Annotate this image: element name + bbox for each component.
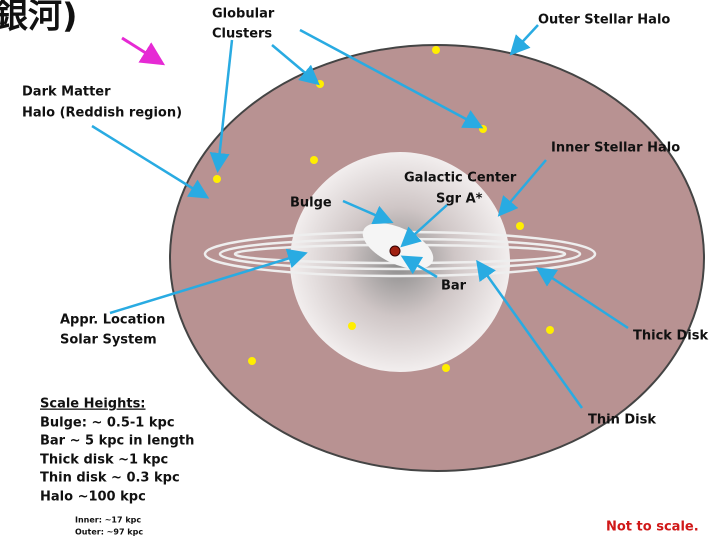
label: Outer Stellar Halo [538, 13, 670, 28]
label: Thin Disk [588, 413, 656, 428]
label: Bulge [290, 196, 332, 211]
label: Galactic Center [404, 171, 517, 186]
scale-sub: Outer: ~97 kpc [75, 528, 143, 537]
label: Inner Stellar Halo [551, 141, 680, 156]
pointer-arrow [121, 36, 166, 66]
scale-heading: Scale Heights: [40, 397, 146, 412]
scale-line: Halo ~100 kpc [40, 490, 146, 505]
label: Solar System [60, 333, 157, 348]
scale-line: Bar ~ 5 kpc in length [40, 434, 194, 449]
label: Bar [441, 279, 467, 294]
label: Clusters [212, 27, 272, 42]
label: Halo (Reddish region) [22, 106, 182, 121]
label: Not to scale. [606, 520, 699, 535]
scale-sub: Inner: ~17 kpc [75, 516, 141, 525]
sgr-a [389, 245, 401, 257]
label: Sgr A* [436, 192, 483, 207]
arrows [91, 24, 629, 409]
title-fragment: 銀河) [0, 0, 78, 37]
label: Dark Matter [22, 85, 111, 100]
label: Appr. Location [60, 313, 165, 328]
scale-line: Thick disk ~1 kpc [40, 453, 168, 468]
scale-line: Bulge: ~ 0.5-1 kpc [40, 416, 175, 431]
scale-line: Thin disk ~ 0.3 kpc [40, 471, 180, 486]
label: Globular [212, 7, 275, 22]
label: Thick Disk [633, 329, 708, 344]
